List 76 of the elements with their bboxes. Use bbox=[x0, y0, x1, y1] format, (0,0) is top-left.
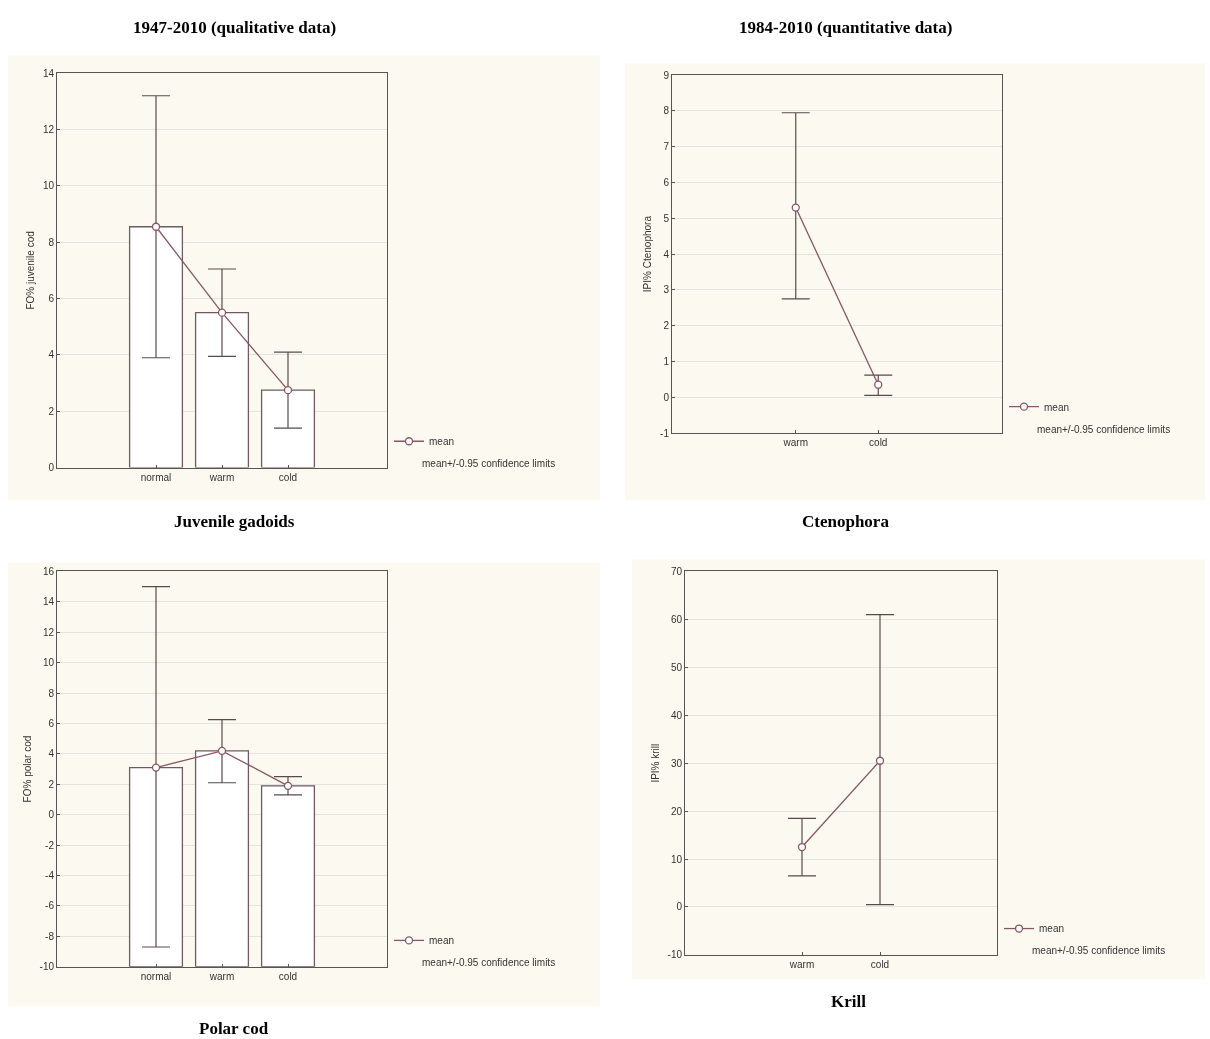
y-tick-label: 9 bbox=[663, 69, 670, 81]
y-tick-label: 14 bbox=[42, 67, 55, 79]
legend-label: mean bbox=[1039, 923, 1065, 935]
y-tick-label: -2 bbox=[45, 839, 55, 851]
y-tick-label: -6 bbox=[45, 900, 55, 912]
x-tick-label: normal bbox=[140, 970, 172, 982]
y-tick-label: 2 bbox=[48, 405, 55, 417]
y-tick-label: 1 bbox=[663, 355, 670, 367]
point bbox=[217, 746, 227, 755]
point bbox=[283, 781, 293, 790]
y-tick-label: 5 bbox=[663, 212, 670, 224]
y-axis-title: IPI% Ctenophora bbox=[642, 215, 654, 293]
text: mean+/-0.95 confidence limits bbox=[422, 957, 556, 968]
y-tick-label: 8 bbox=[48, 236, 55, 248]
y-tick-label: 50 bbox=[670, 661, 683, 673]
point bbox=[283, 385, 293, 395]
point bbox=[217, 308, 227, 317]
y-tick-label: 12 bbox=[42, 626, 55, 638]
chart-title: 1947-2010 (qualitative data) bbox=[133, 18, 337, 37]
y-tick-label: 8 bbox=[663, 105, 670, 117]
y-tick-label: 4 bbox=[48, 349, 55, 361]
x-tick-label: cold bbox=[278, 471, 298, 483]
point bbox=[151, 222, 161, 231]
y-tick-label: 2 bbox=[48, 778, 55, 790]
y-tick-label: 40 bbox=[670, 709, 683, 721]
y-tick-label: 12 bbox=[42, 124, 55, 136]
y-tick-label: -1 bbox=[660, 427, 670, 439]
text: mean+/-0.95 confidence limits bbox=[1037, 424, 1171, 435]
y-tick-label: 7 bbox=[663, 141, 670, 153]
y-tick-label: 70 bbox=[670, 565, 683, 577]
y-tick-label: 10 bbox=[42, 180, 55, 192]
legend-label: mean bbox=[429, 935, 455, 947]
y-tick-label: -10 bbox=[39, 961, 55, 973]
y-tick-label: 4 bbox=[663, 248, 670, 260]
y-tick-label: 6 bbox=[48, 717, 55, 729]
y-tick-label: 6 bbox=[48, 293, 55, 305]
legend-label: mean bbox=[429, 436, 455, 448]
y-axis-title: IPI% krill bbox=[649, 743, 661, 783]
y-tick-label: 10 bbox=[670, 853, 683, 865]
text: Krill bbox=[831, 992, 867, 1011]
y-tick-label: 6 bbox=[663, 177, 670, 189]
y-tick-label: 0 bbox=[48, 809, 55, 821]
y-tick-label: 0 bbox=[48, 462, 55, 474]
x-tick-label: warm bbox=[788, 958, 815, 970]
y-tick-label: -8 bbox=[45, 930, 55, 942]
y-tick-label: 8 bbox=[48, 687, 55, 699]
x-tick-label: cold bbox=[870, 958, 890, 970]
y-tick-label: 0 bbox=[663, 391, 670, 403]
y-tick-label: 2 bbox=[663, 320, 670, 332]
x-tick-label: cold bbox=[869, 437, 888, 449]
y-tick-label: 20 bbox=[670, 805, 683, 817]
y-tick-label: 0 bbox=[676, 901, 683, 913]
x-tick-label: warm bbox=[208, 970, 235, 982]
y-tick-label: 4 bbox=[48, 748, 55, 760]
y-tick-label: 3 bbox=[663, 284, 670, 296]
x-tick-label: warm bbox=[208, 471, 235, 483]
y-tick-label: 10 bbox=[42, 657, 55, 669]
y-tick-label: 60 bbox=[670, 613, 683, 625]
point bbox=[151, 763, 161, 772]
text: mean+/-0.95 confidence limits bbox=[422, 458, 556, 469]
x-tick-label: warm bbox=[782, 437, 808, 449]
x-tick-label: normal bbox=[140, 471, 172, 483]
text: Ctenophora bbox=[802, 512, 890, 531]
text: Polar cod bbox=[199, 1019, 269, 1038]
y-tick-label: 30 bbox=[670, 757, 683, 769]
y-tick-label: -10 bbox=[667, 949, 683, 961]
text: Juvenile gadoids bbox=[174, 512, 295, 531]
y-axis-title: FO% polar cod bbox=[21, 735, 33, 803]
y-axis-title: FO% juvenile cod bbox=[24, 231, 36, 310]
x-tick-label: cold bbox=[278, 970, 298, 982]
y-tick-label: 16 bbox=[42, 565, 55, 577]
text: mean+/-0.95 confidence limits bbox=[1032, 945, 1166, 956]
y-tick-label: -4 bbox=[45, 870, 55, 882]
legend-label: mean bbox=[1044, 401, 1070, 413]
chart-title: 1984-2010 (quantitative data) bbox=[739, 18, 953, 37]
y-tick-label: 14 bbox=[42, 596, 55, 608]
